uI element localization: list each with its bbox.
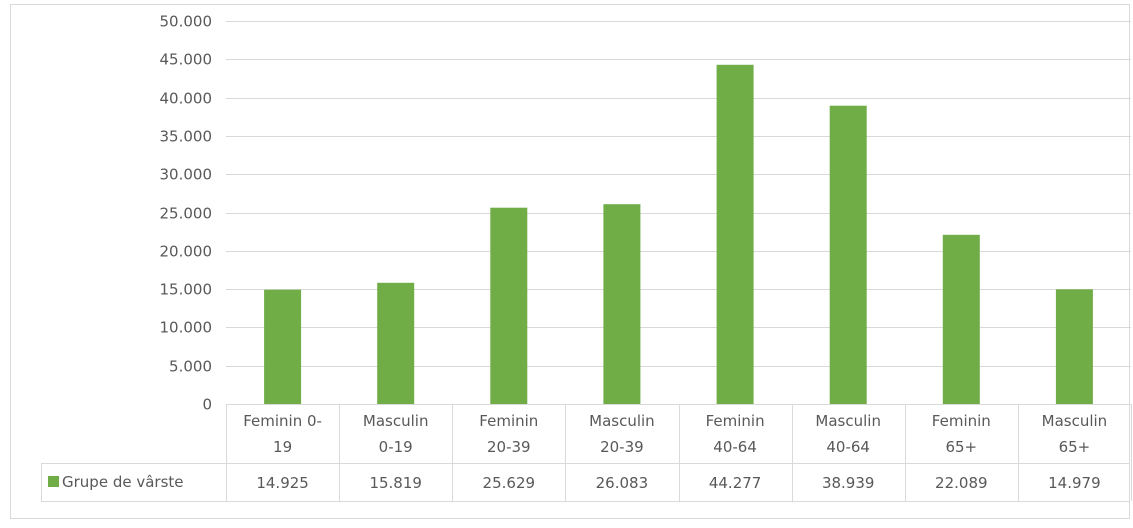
data-table-value: 25.629 [483, 474, 536, 492]
y-axis: 0 5.000 10.000 15.000 20.000 25.000 30.000 35.0… [160, 13, 213, 414]
bar [264, 289, 302, 404]
y-tick-label: 35.000 [160, 128, 213, 146]
x-tick-label: Masculin 0-19 [363, 412, 429, 456]
bar [490, 207, 528, 404]
y-tick-label: 15.000 [160, 281, 213, 299]
data-table-value: 44.277 [709, 474, 762, 492]
bar [716, 64, 754, 405]
x-tick-label: Masculin 40-64 [815, 412, 881, 456]
data-table-value: 14.925 [256, 474, 309, 492]
bar [603, 204, 641, 404]
data-table-value: 26.083 [596, 474, 649, 492]
y-tick-label: 30.000 [160, 166, 213, 184]
data-table-value: 14.979 [1048, 474, 1101, 492]
bar [1055, 289, 1093, 404]
legend-label: Grupe de vârste [62, 473, 184, 491]
data-table-value: 15.819 [369, 474, 422, 492]
y-tick-label: 0 [202, 396, 212, 414]
bars [264, 64, 1093, 405]
x-tick-label: Masculin 65+ [1042, 412, 1108, 456]
y-tick-label: 25.000 [160, 205, 213, 223]
x-tick-label: Feminin 40-64 [706, 412, 765, 456]
legend-swatch [48, 476, 59, 487]
data-table: Feminin 0-19 Masculin 0-19 Feminin 20-39 Masc… [41, 404, 1132, 502]
x-tick-label: Feminin 0-19 [243, 412, 322, 456]
bar [377, 282, 415, 404]
y-tick-label: 45.000 [160, 51, 213, 69]
y-tick-label: 40.000 [160, 90, 213, 108]
x-tick-label: Feminin 65+ [932, 412, 991, 456]
y-tick-label: 20.000 [160, 243, 213, 261]
y-tick-label: 10.000 [160, 319, 213, 337]
y-tick-label: 50.000 [160, 13, 213, 31]
x-tick-label: Masculin 20-39 [589, 412, 655, 456]
data-table-value: 38.939 [822, 474, 875, 492]
x-tick-label: Feminin 20-39 [479, 412, 538, 456]
bar [942, 234, 980, 404]
gridlines [226, 21, 1131, 405]
bar [829, 105, 867, 404]
data-table-value: 22.089 [935, 474, 988, 492]
y-tick-label: 5.000 [169, 358, 212, 376]
